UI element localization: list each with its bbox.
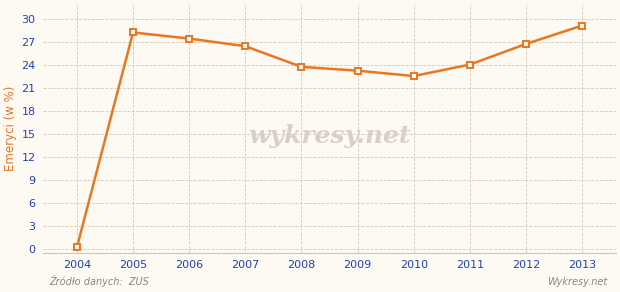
Text: Wykresy.net: Wykresy.net bbox=[547, 277, 608, 287]
Y-axis label: Emeryci (w %): Emeryci (w %) bbox=[4, 86, 17, 171]
Text: Źródło danych:  ZUS: Źródło danych: ZUS bbox=[50, 275, 149, 287]
Text: wykresy.net: wykresy.net bbox=[249, 124, 410, 148]
